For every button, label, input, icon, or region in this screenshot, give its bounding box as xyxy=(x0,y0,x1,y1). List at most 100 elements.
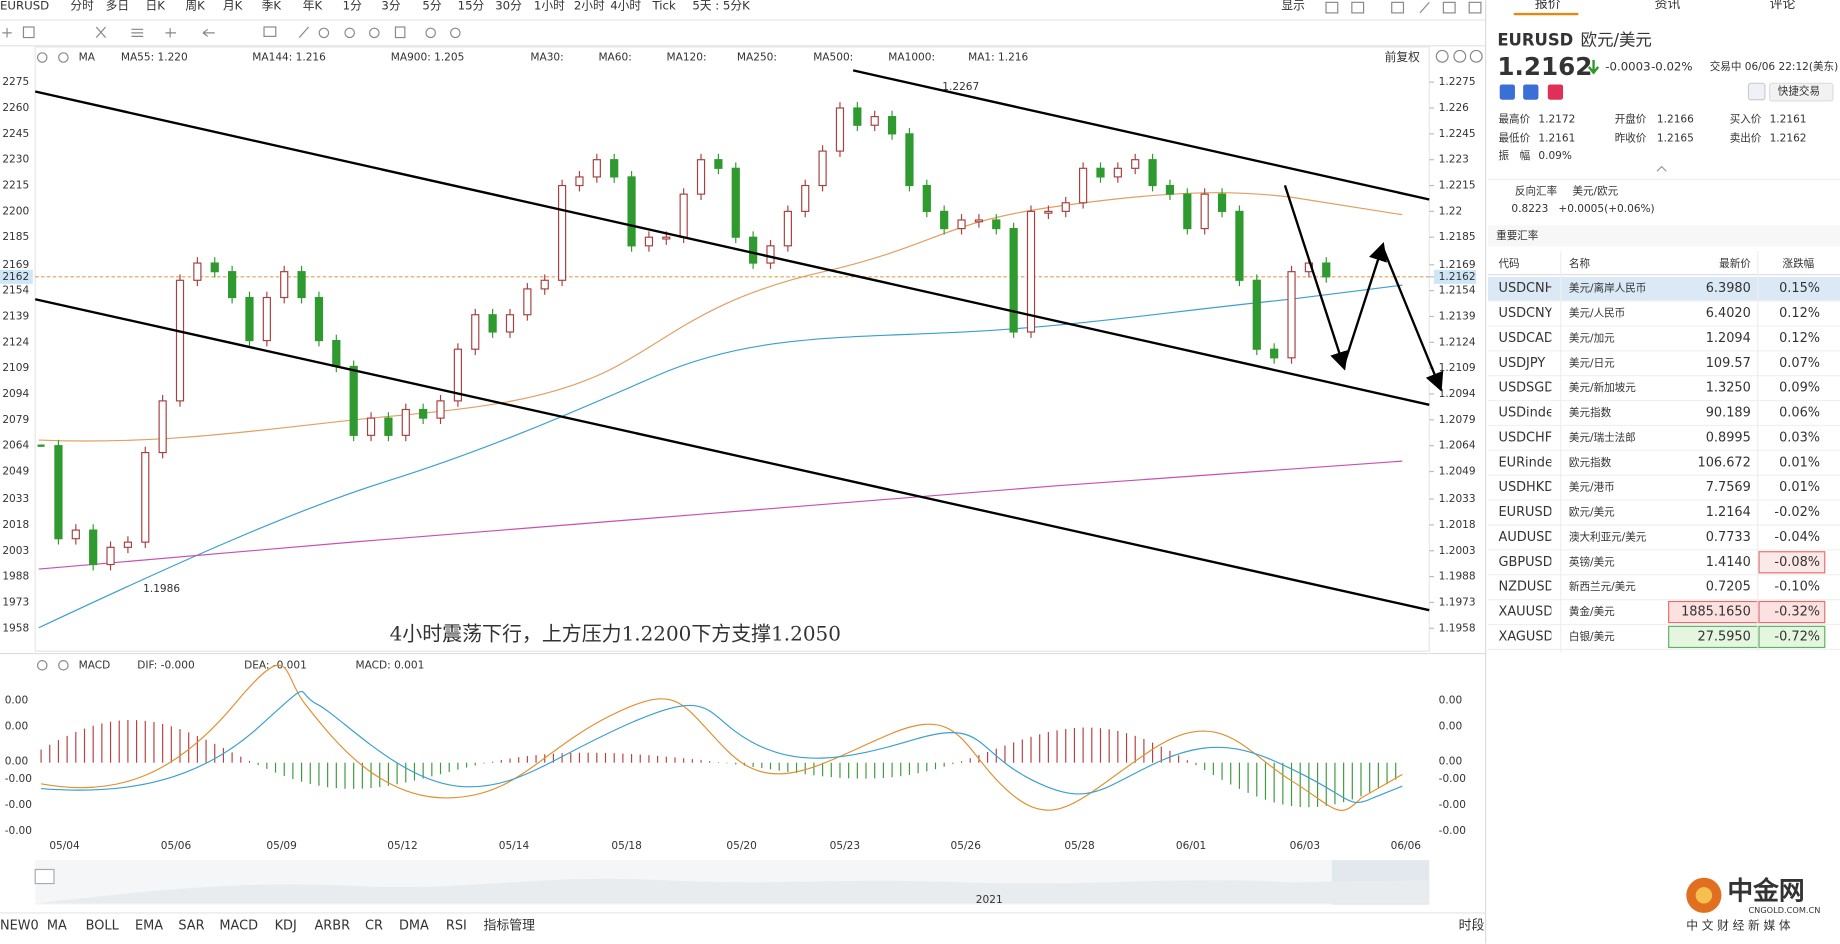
pair-name[interactable]: 欧元指数 xyxy=(1569,456,1612,469)
ma-legend[interactable]: MA60: xyxy=(598,51,631,63)
indicator-tab[interactable]: CR xyxy=(365,918,383,933)
pair-name[interactable]: 美元/日元 xyxy=(1569,356,1615,369)
period-tab[interactable]: 5天 : 5分K xyxy=(692,0,750,12)
period-tab[interactable]: 5分 xyxy=(422,0,441,12)
pair-code[interactable]: GBPUSD xyxy=(1499,555,1553,570)
pair-name[interactable]: 美元/离岸人民币 xyxy=(1569,282,1646,295)
period-tab[interactable]: 15分 xyxy=(458,0,485,12)
pair-code[interactable]: EURUSD xyxy=(1499,505,1553,520)
pair-name[interactable]: 欧元/美元 xyxy=(1569,506,1615,519)
pair-name[interactable]: 美元/人民币 xyxy=(1569,307,1625,320)
pair-code[interactable]: USDCNY xyxy=(1499,306,1553,321)
indicator-tab[interactable]: NEW0 xyxy=(0,918,39,933)
ma-legend[interactable]: MA250: xyxy=(737,51,777,63)
indicator-tab[interactable]: MACD xyxy=(219,918,258,933)
pair-code[interactable]: NZDUSD xyxy=(1499,580,1555,595)
pair-code[interactable]: XAGUSD xyxy=(1499,629,1554,644)
candle xyxy=(280,271,289,299)
ma-legend[interactable]: MA55: 1.220 xyxy=(121,51,188,63)
pair-name[interactable]: 白银/美元 xyxy=(1569,630,1615,643)
table-header: 代码 xyxy=(1499,258,1520,270)
pair-name[interactable]: 美元/港币 xyxy=(1569,481,1615,494)
display-menu[interactable]: 显示 xyxy=(1281,0,1305,12)
period-tab[interactable]: Tick xyxy=(651,0,675,12)
pair-code[interactable]: USDSGD xyxy=(1499,381,1555,396)
ma-legend[interactable]: MA120: xyxy=(667,51,707,63)
period-tab[interactable]: 分时 xyxy=(70,0,94,12)
ma-legend[interactable]: MA1000: xyxy=(888,51,935,63)
expand-chevron[interactable] xyxy=(1656,165,1667,172)
pair-name[interactable]: 英镑/美元 xyxy=(1569,555,1615,568)
symbol-tab[interactable]: EURUSD xyxy=(0,0,49,12)
period-tab[interactable]: 4小时 xyxy=(610,0,641,12)
indicator-tab[interactable]: MA xyxy=(47,918,67,933)
quick-trade[interactable]: 快捷交易 xyxy=(1778,85,1820,98)
period-tab[interactable]: 1小时 xyxy=(534,0,565,12)
ma-legend[interactable]: MA1: 1.216 xyxy=(968,51,1028,63)
candle xyxy=(523,288,532,316)
share-icon[interactable] xyxy=(1523,84,1539,100)
period-tab[interactable]: 年K xyxy=(303,0,323,12)
period-tab[interactable]: 30分 xyxy=(495,0,522,12)
candle xyxy=(1165,184,1175,195)
share-icon[interactable] xyxy=(1499,84,1515,100)
ma-legend[interactable]: MA30: xyxy=(530,51,563,63)
pair-name[interactable]: 美元指数 xyxy=(1569,406,1612,419)
session-button[interactable]: 时段 xyxy=(1459,918,1485,933)
pair-code[interactable]: AUDUSD xyxy=(1499,530,1555,545)
pair-code[interactable]: USDCHF xyxy=(1499,430,1553,445)
period-tab[interactable]: 季K xyxy=(262,0,282,12)
ma-legend[interactable]: MA xyxy=(79,51,96,63)
alert-button[interactable] xyxy=(1747,82,1766,101)
share-icon[interactable] xyxy=(1547,84,1564,100)
y-tick-label: 2124 xyxy=(2,336,29,348)
pair-name[interactable]: 澳大利亚元/美元 xyxy=(1569,530,1647,543)
period-tab[interactable]: 日K xyxy=(146,0,166,12)
indicator-tab[interactable]: SAR xyxy=(178,918,204,933)
pair-price: 6.3980 xyxy=(1706,281,1751,296)
pair-code[interactable]: XAUUSD xyxy=(1499,605,1554,620)
candle xyxy=(175,279,185,402)
indicator-tab[interactable]: KDJ xyxy=(275,918,297,933)
reverse-pair[interactable]: 美元/欧元 xyxy=(1572,184,1618,197)
indicator-tab[interactable]: BOLL xyxy=(86,918,120,933)
stat-label: 开盘价 xyxy=(1615,113,1647,126)
period-tab[interactable]: 2小时 xyxy=(574,0,605,12)
pair-code[interactable]: USDJPY xyxy=(1499,356,1546,371)
period-tab[interactable]: 月K xyxy=(223,0,243,12)
pair-code[interactable]: USDCNH xyxy=(1499,281,1555,296)
period-tab[interactable]: 多日 xyxy=(106,0,129,12)
selected-row[interactable] xyxy=(1487,276,1840,301)
period-tab[interactable]: 1分 xyxy=(343,0,362,12)
panel-tab[interactable]: 评论 xyxy=(1770,0,1796,12)
pair-name[interactable]: 黄金/美元 xyxy=(1569,605,1615,618)
indicator-tab[interactable]: ARBR xyxy=(314,918,350,933)
indicator-tab[interactable]: 指标管理 xyxy=(483,918,535,933)
pair-name[interactable]: 美元/新加坡元 xyxy=(1569,381,1636,394)
pair-code[interactable]: USDHKD xyxy=(1499,480,1555,495)
period-tab[interactable]: 周K xyxy=(185,0,205,12)
period-tab[interactable]: 3分 xyxy=(381,0,400,12)
pair-name[interactable]: 美元/瑞士法郎 xyxy=(1569,431,1636,444)
plot-frame xyxy=(34,46,1430,652)
macd-label[interactable]: MACD xyxy=(79,659,111,671)
ma-legend[interactable]: MA900: 1.205 xyxy=(391,51,465,63)
pair-code[interactable]: EURindex xyxy=(1499,455,1561,470)
macd-tick-label: -0.00 xyxy=(1439,825,1467,837)
pair-code[interactable]: USDCAD xyxy=(1499,331,1554,346)
ma-legend[interactable]: MA500: xyxy=(813,51,853,63)
indicator-tab[interactable]: DMA xyxy=(399,918,429,933)
pair-name[interactable]: 新西兰元/美元 xyxy=(1569,580,1636,593)
indicator-tab[interactable]: RSI xyxy=(446,918,467,933)
panel-tab[interactable]: 资讯 xyxy=(1655,0,1681,12)
adjust-toggle[interactable]: 前复权 xyxy=(1385,50,1420,64)
panel-tab[interactable]: 报价 xyxy=(1535,0,1561,12)
quick-trade-button[interactable] xyxy=(1769,82,1834,102)
pair-name[interactable]: 美元/加元 xyxy=(1569,331,1615,344)
pair-code[interactable]: USDindex xyxy=(1499,406,1562,421)
pair-change: 0.01% xyxy=(1779,480,1820,495)
ma-legend[interactable]: MA144: 1.216 xyxy=(252,51,326,63)
drawing-tools[interactable] xyxy=(2,1,1483,671)
indicator-tab[interactable]: EMA xyxy=(135,918,163,933)
collapse-button[interactable] xyxy=(34,868,55,885)
